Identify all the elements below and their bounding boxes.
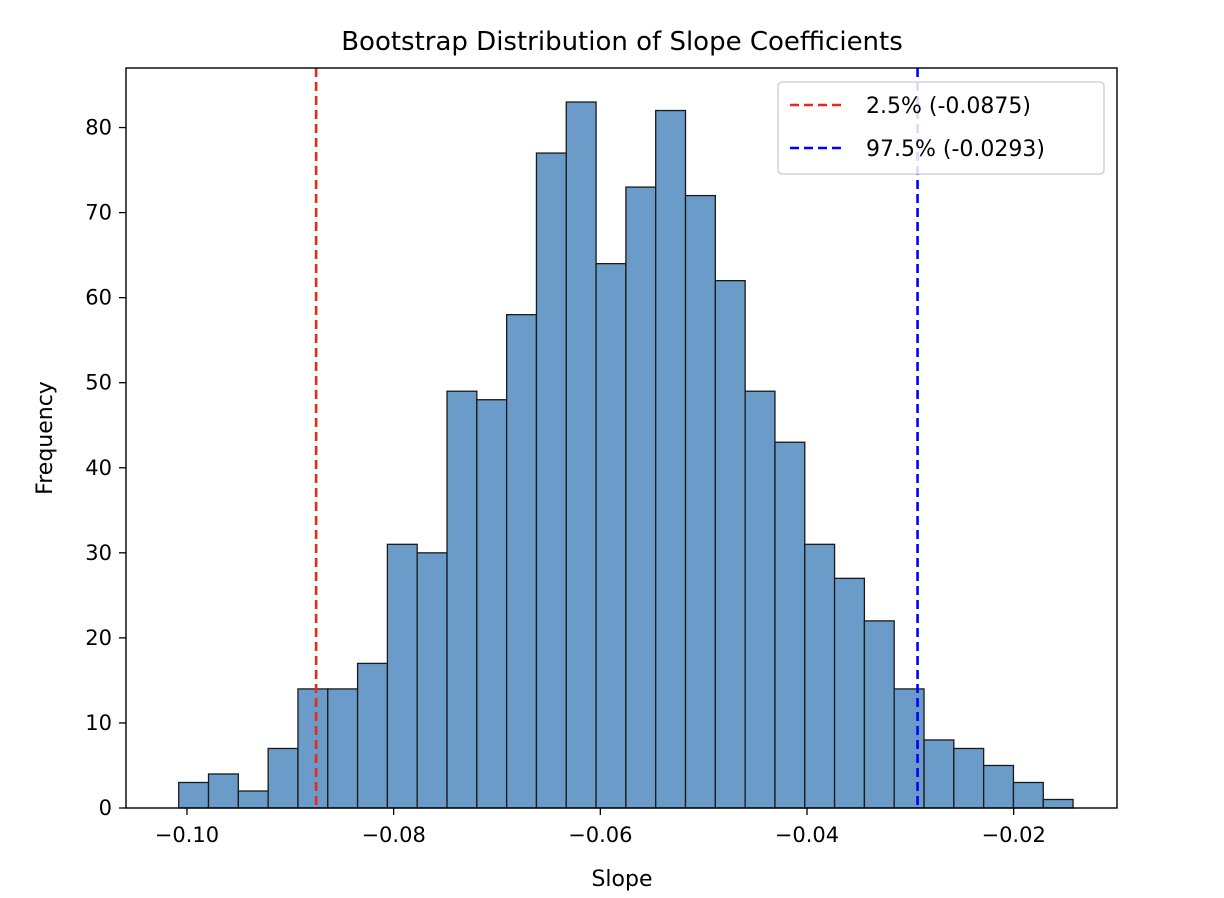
y-tick-label: 80 <box>85 116 112 140</box>
histogram-bar <box>923 739 955 809</box>
histogram-bar <box>655 109 687 809</box>
y-tick-label: 0 <box>99 796 112 820</box>
x-tick-label: −0.04 <box>775 823 839 847</box>
histogram-bar <box>505 314 538 809</box>
y-axis-label: Frequency <box>33 381 58 495</box>
histogram-bar <box>356 662 389 809</box>
y-tick-label: 10 <box>85 711 112 735</box>
y-tick-label: 40 <box>85 456 112 480</box>
histogram-bar <box>207 773 239 809</box>
histogram-bar <box>237 790 269 809</box>
x-tick-label: −0.08 <box>361 823 425 847</box>
legend: 2.5% (-0.0875) 97.5% (-0.0293) <box>777 81 1105 175</box>
histogram-bar <box>625 186 657 809</box>
y-ticks-group: 0 10 20 30 40 50 60 70 80 <box>85 116 126 820</box>
histogram-bar <box>833 577 866 809</box>
histogram-bar <box>863 620 895 809</box>
histogram-bar <box>982 764 1015 809</box>
histogram-bar <box>804 543 836 809</box>
histogram-bar <box>535 152 567 809</box>
y-tick-label: 70 <box>85 201 112 225</box>
histogram-bar <box>953 747 985 809</box>
histogram-bar <box>416 552 448 809</box>
chart-title: Bootstrap Distribution of Slope Coeffici… <box>341 27 903 57</box>
legend-label: 97.5% (-0.0293) <box>866 137 1045 162</box>
bars-group <box>178 101 1074 809</box>
histogram-bar <box>297 688 329 809</box>
histogram-bar <box>565 101 597 809</box>
x-ticks-group: −0.10 −0.08 −0.06 −0.04 −0.02 <box>155 808 1046 847</box>
vlines-group <box>314 68 919 808</box>
x-tick-label: −0.02 <box>981 823 1045 847</box>
histogram-bar <box>1042 798 1074 809</box>
x-axis-label: Slope <box>591 867 652 892</box>
legend-label: 2.5% (-0.0875) <box>866 94 1031 119</box>
histogram-bar <box>476 399 508 809</box>
histogram-bar <box>178 781 210 809</box>
x-tick-label: −0.06 <box>568 823 632 847</box>
y-tick-label: 60 <box>85 286 112 310</box>
y-tick-label: 20 <box>85 626 112 650</box>
histogram-bar <box>744 390 776 809</box>
histogram-bar <box>446 390 478 809</box>
y-tick-label: 50 <box>85 371 112 395</box>
histogram-bar <box>327 688 359 809</box>
histogram-bar <box>684 194 716 809</box>
histogram-bar <box>386 543 418 809</box>
histogram-bar <box>267 747 299 809</box>
y-tick-label: 30 <box>85 541 112 565</box>
x-tick-label: −0.10 <box>155 823 219 847</box>
histogram-bar <box>595 262 627 809</box>
histogram-bar <box>774 441 806 809</box>
legend-box <box>777 81 1105 175</box>
histogram-bar <box>714 279 746 809</box>
plot-frame <box>125 67 1118 809</box>
histogram-bar <box>1012 781 1044 809</box>
histogram-bar <box>893 688 925 809</box>
